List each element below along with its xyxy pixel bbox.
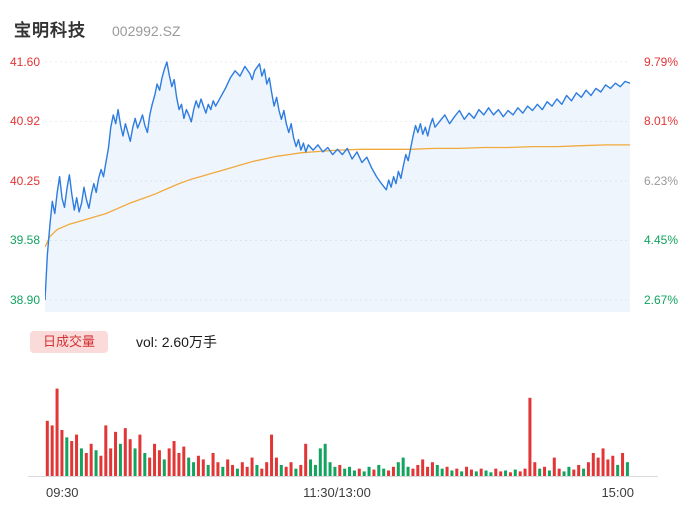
- price-tick: 40.92: [10, 114, 41, 128]
- price-tick: 38.90: [10, 293, 41, 307]
- stock-code: 002992.SZ: [112, 23, 181, 39]
- avg-price-line: [45, 144, 630, 248]
- percent-tick: 9.79%: [643, 55, 678, 69]
- price-area: [45, 62, 630, 312]
- volume-total-text: vol: 2.60万手: [136, 334, 217, 350]
- price-tick: 40.25: [10, 174, 41, 188]
- percent-tick: 4.45%: [643, 233, 678, 247]
- percent-tick: 6.23%: [643, 174, 678, 188]
- price-tick: 39.58: [10, 233, 41, 247]
- stock-name: 宝明科技: [14, 21, 86, 40]
- time-tick-close: 15:00: [601, 485, 634, 500]
- header: 宝明科技 002992.SZ: [14, 16, 181, 41]
- time-tick-open: 09:30: [46, 485, 79, 500]
- percent-tick: 8.01%: [643, 114, 678, 128]
- time-axis-line: [28, 476, 658, 477]
- percent-tick: 2.67%: [643, 293, 678, 307]
- volume-legend-row: 日成交量 vol: 2.60万手: [30, 331, 217, 353]
- volume-legend-pill[interactable]: 日成交量: [30, 331, 109, 353]
- price-line: [45, 61, 630, 301]
- price-chart[interactable]: [45, 50, 630, 312]
- volume-chart[interactable]: [45, 380, 630, 476]
- volume-bars: [45, 388, 629, 476]
- price-tick: 41.60: [10, 55, 41, 69]
- time-tick-noon: 11:30/13:00: [303, 485, 371, 500]
